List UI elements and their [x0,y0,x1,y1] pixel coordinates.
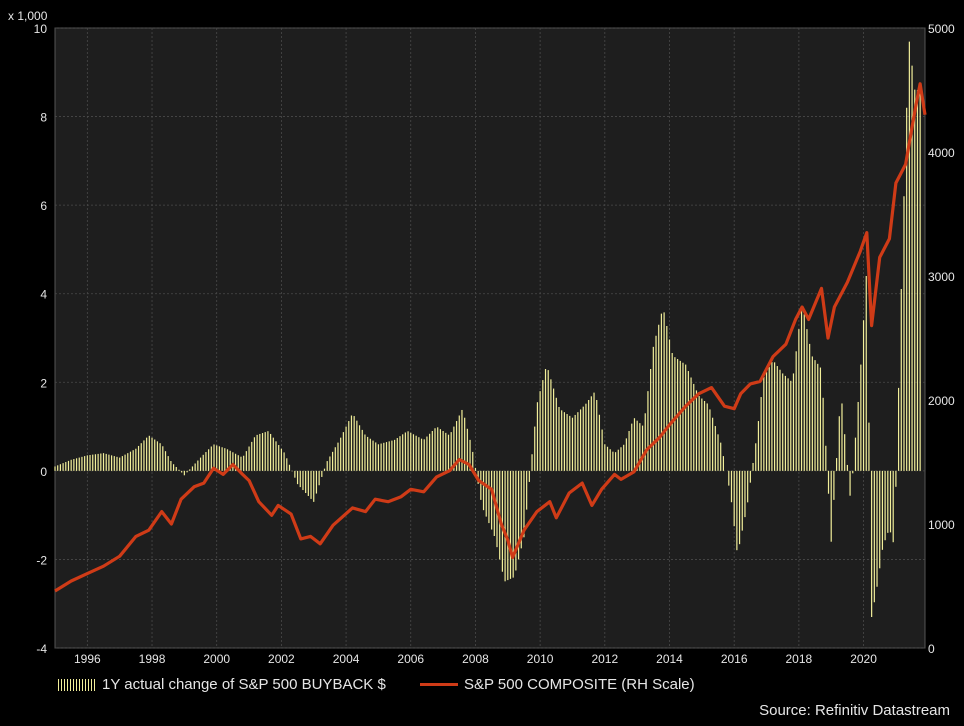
left-axis-unit-label: x 1,000 [8,9,48,23]
x-tick-label: 1996 [74,652,101,666]
right-tick-label: 1000 [928,518,955,532]
x-tick-label: 2016 [721,652,748,666]
left-tick-label: 2 [40,376,47,390]
x-tick-label: 1998 [139,652,166,666]
right-tick-label: 4000 [928,146,955,160]
x-tick-label: 2018 [786,652,813,666]
x-tick-label: 2008 [462,652,489,666]
right-tick-label: 5000 [928,22,955,36]
legend-swatch-bars [58,678,96,691]
sp500-line [54,82,927,593]
left-tick-label: 0 [40,465,47,479]
right-tick-label: 3000 [928,270,955,284]
legend: 1Y actual change of S&P 500 BUYBACK $ S&… [0,676,964,698]
left-tick-label: 10 [34,22,48,36]
axis-ticks: -4 -2 0 2 4 6 8 10 0 1000 2000 3000 4000 5000 1996 1998… [34,22,955,666]
legend-label-sp500: S&P 500 COMPOSITE (RH Scale) [464,676,695,693]
buyback-bars [54,41,921,617]
x-tick-label: 2010 [527,652,554,666]
x-tick-label: 2004 [333,652,360,666]
x-tick-label: 2000 [203,652,230,666]
x-tick-label: 2020 [850,652,877,666]
legend-item-buyback: 1Y actual change of S&P 500 BUYBACK $ [58,676,386,693]
x-tick-label: 2012 [591,652,618,666]
plot-area [54,27,926,649]
source-note: Source: Refinitiv Datastream [759,702,950,719]
legend-swatch-line [420,683,458,686]
legend-item-sp500: S&P 500 COMPOSITE (RH Scale) [420,676,695,693]
buyback-sp500-chart: x 1,000 -4 -2 0 2 4 6 8 10 0 1000 2000 3000 4000 5000… [8,9,956,666]
left-tick-label: -2 [36,553,47,567]
right-tick-label: 2000 [928,394,955,408]
left-tick-label: 6 [40,199,47,213]
x-tick-label: 2006 [397,652,424,666]
x-tick-label: 2014 [656,652,683,666]
left-tick-label: -4 [36,642,47,656]
x-tick-label: 2002 [268,652,295,666]
right-tick-label: 0 [928,642,935,656]
legend-label-buyback: 1Y actual change of S&P 500 BUYBACK $ [102,676,386,693]
left-tick-label: 8 [40,111,47,125]
left-tick-label: 4 [40,288,47,302]
